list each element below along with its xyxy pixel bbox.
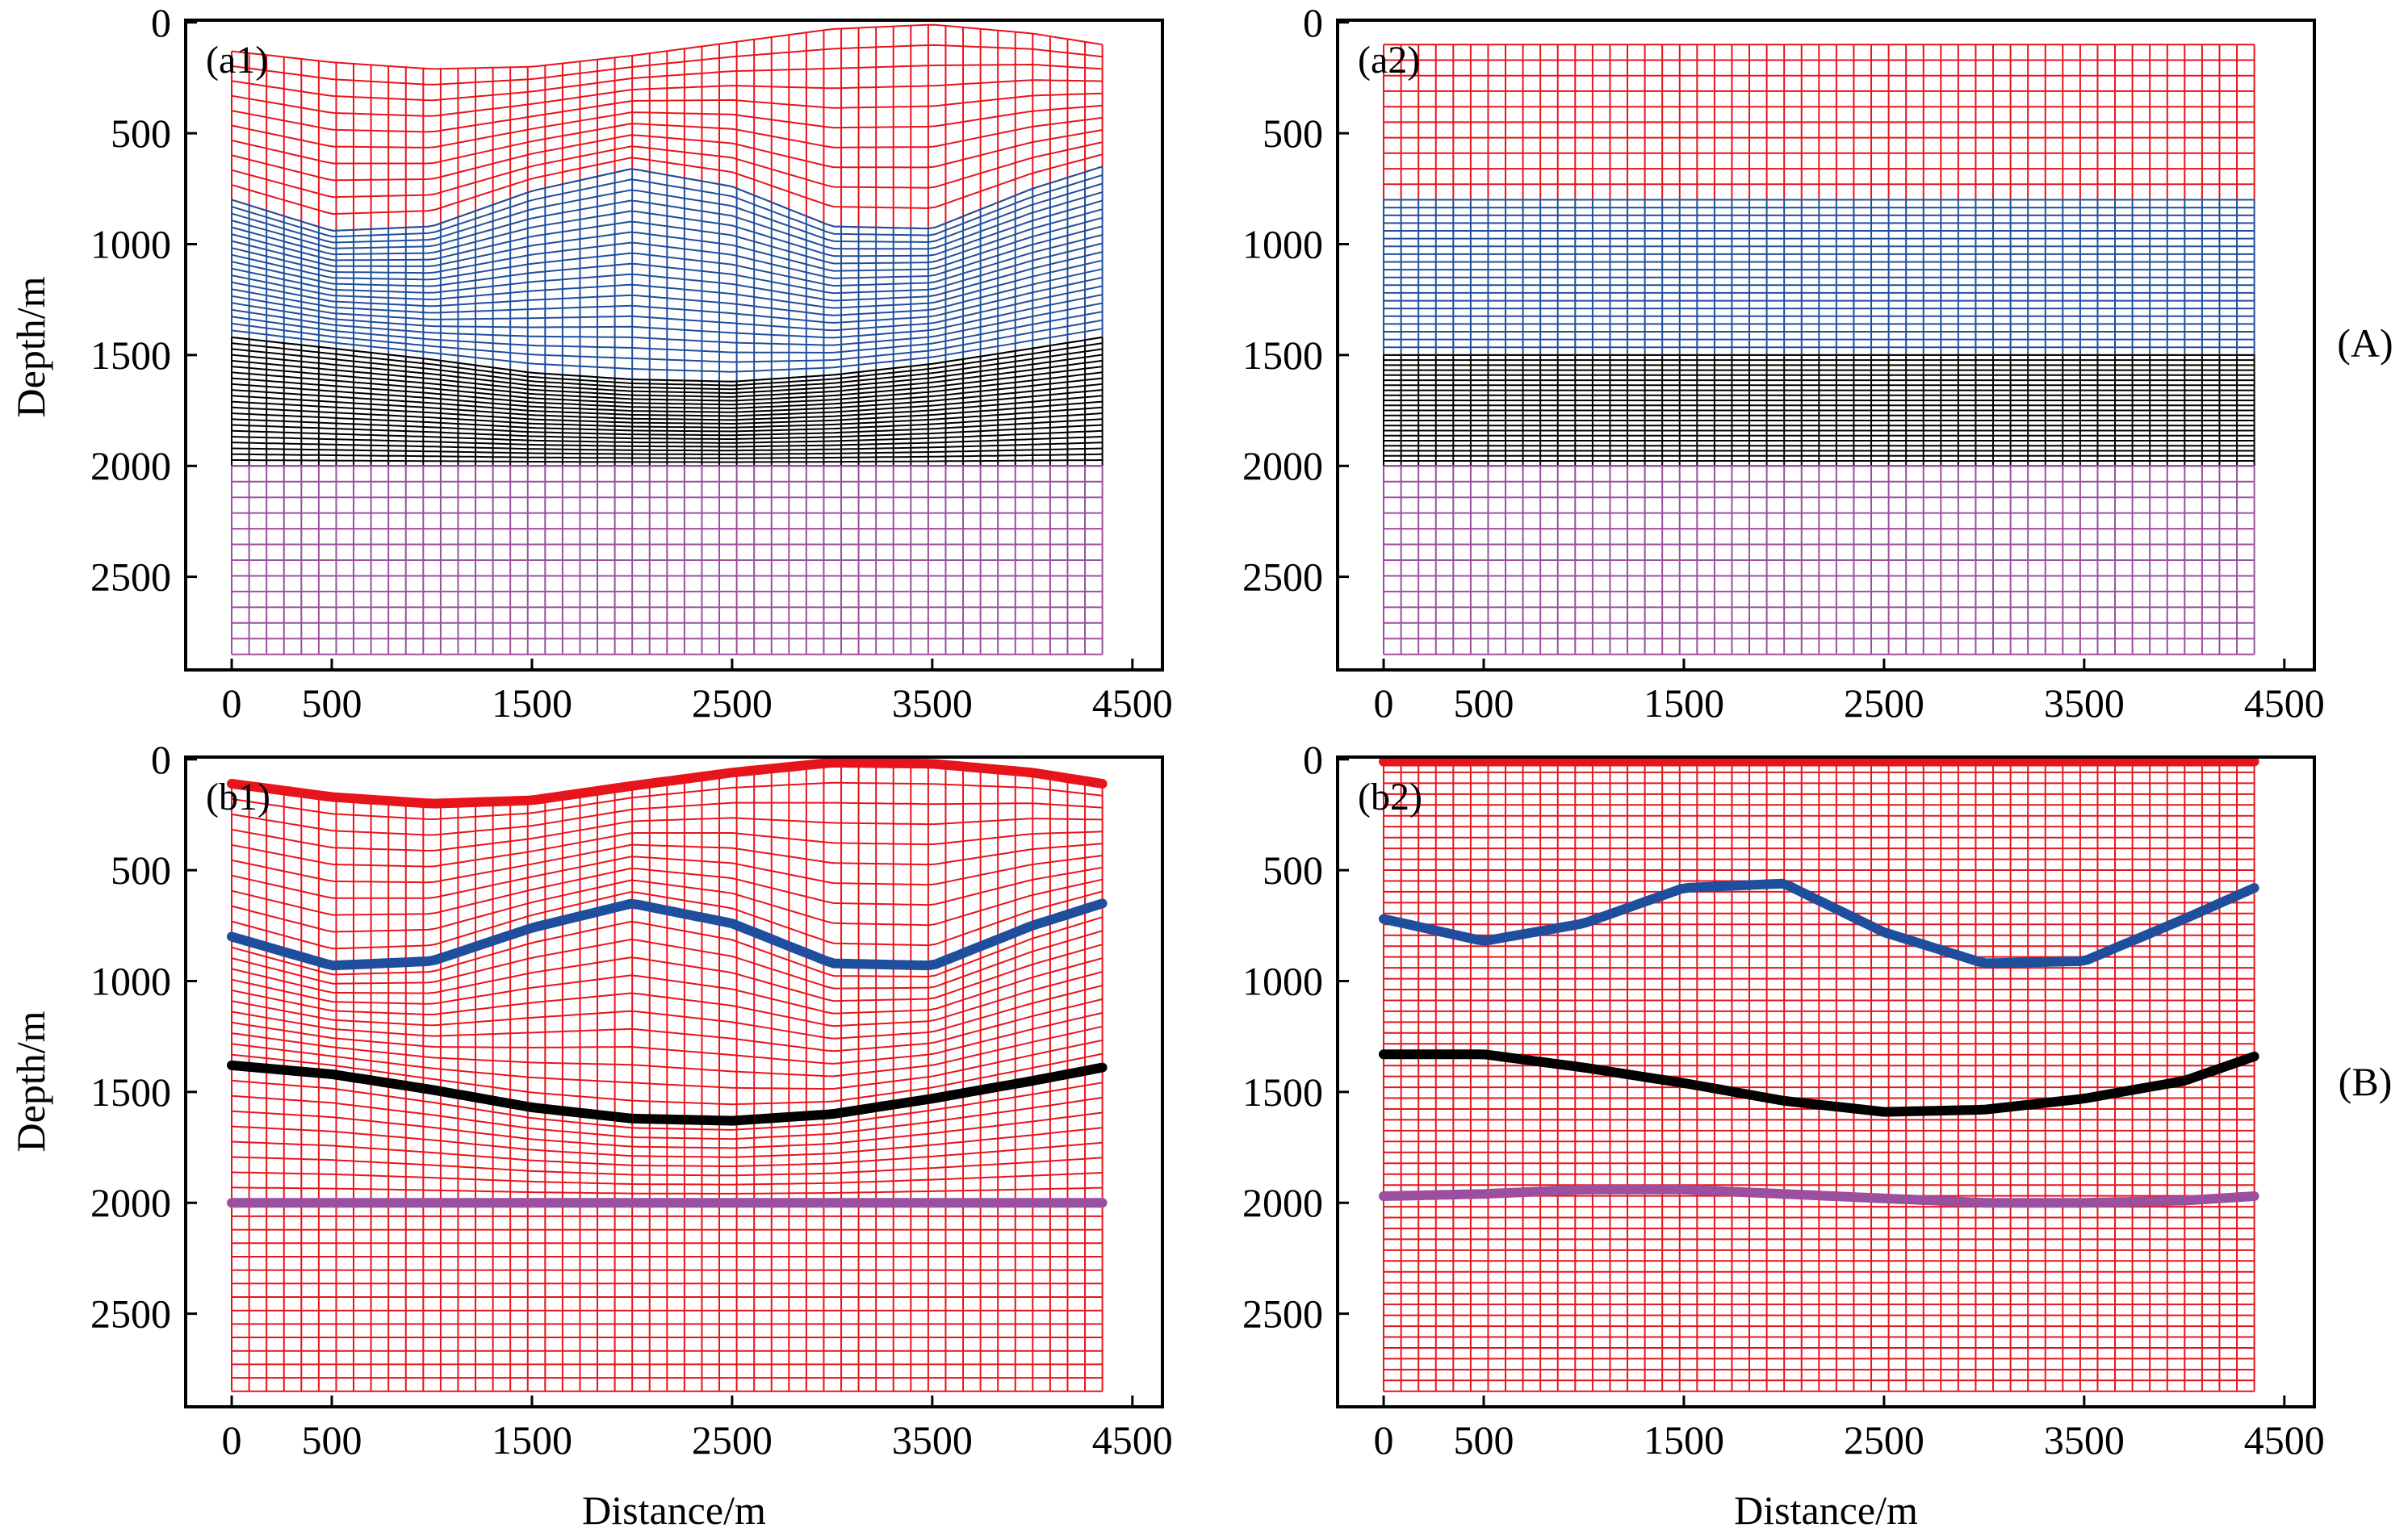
x-tick-label-a2-1: 500 — [1454, 680, 1514, 726]
y-tick-label-b1-5: 2500 — [90, 1291, 171, 1337]
y-tick-label-b2-0: 0 — [1303, 737, 1323, 782]
y-tick-label-b1-4: 2000 — [90, 1180, 171, 1225]
y-tick-label-a2-1: 500 — [1263, 111, 1323, 156]
x-tick-label-b1-0: 0 — [222, 1417, 242, 1463]
panel-label-b2: (b2) — [1358, 776, 1422, 818]
y-tick-label-b1-2: 1000 — [90, 958, 171, 1003]
y-tick-label-a1-5: 2500 — [90, 554, 171, 600]
interface-b2-1 — [1379, 878, 2259, 969]
grid-b2 — [1383, 760, 2255, 1392]
x-axis-title-b2: Distance/m — [1734, 1488, 1918, 1533]
x-ticks-a1: 0 500 1500 2500 3500 4500 — [222, 659, 1173, 726]
panel-a1: 0 500 1500 2500 3500 4500 0 500 1000 1500 2000 250… — [90, 0, 1173, 726]
interface-b2-3 — [1379, 1184, 2259, 1208]
x-tick-label-a1-2: 1500 — [492, 680, 572, 726]
x-tick-label-b1-3: 2500 — [692, 1417, 773, 1463]
x-tick-label-b2-5: 4500 — [2244, 1417, 2325, 1463]
x-tick-label-b1-1: 500 — [302, 1417, 362, 1463]
interface-b2-2 — [1379, 1049, 2259, 1117]
y-tick-label-b1-0: 0 — [151, 737, 171, 782]
x-tick-label-b2-2: 1500 — [1644, 1417, 1724, 1463]
x-tick-label-a1-5: 4500 — [1092, 680, 1173, 726]
panel-label-a2: (a2) — [1358, 39, 1420, 82]
y-tick-label-b2-1: 500 — [1263, 847, 1323, 893]
x-tick-label-b2-4: 3500 — [2044, 1417, 2125, 1463]
y-ticks-b2: 0 500 1000 1500 2000 2500 — [1242, 737, 1349, 1337]
y-tick-label-a1-1: 500 — [111, 111, 171, 156]
grid-a1 — [231, 23, 1103, 655]
x-tick-label-b1-2: 1500 — [492, 1417, 572, 1463]
y-tick-label-b2-3: 1500 — [1242, 1069, 1323, 1115]
x-tick-label-a1-4: 3500 — [892, 680, 973, 726]
y-tick-label-b2-2: 1000 — [1242, 958, 1323, 1003]
x-tick-label-b2-3: 2500 — [1844, 1417, 1924, 1463]
x-ticks-b2: 0 500 1500 2500 3500 4500 — [1374, 1396, 2325, 1463]
x-ticks-a2: 0 500 1500 2500 3500 4500 — [1374, 659, 2325, 726]
y-tick-label-a2-2: 1000 — [1242, 221, 1323, 266]
panel-a2: 0 500 1500 2500 3500 4500 0 500 1000 1500 2000 250… — [1242, 0, 2325, 726]
y-ticks-a2: 0 500 1000 1500 2000 2500 — [1242, 0, 1349, 600]
interface-b1-2 — [227, 1060, 1108, 1126]
y-tick-label-a1-2: 1000 — [90, 221, 171, 266]
y-tick-label-a1-0: 0 — [151, 0, 171, 45]
x-tick-label-a2-0: 0 — [1374, 680, 1394, 726]
x-tick-label-b1-4: 3500 — [892, 1417, 973, 1463]
grid-hline-a1-2-0 — [231, 336, 1103, 383]
panel-b1: 0 500 1500 2500 3500 4500 0 500 1000 1500 2000 250… — [90, 737, 1173, 1463]
x-tick-label-b2-1: 500 — [1454, 1417, 1514, 1463]
x-tick-label-a2-2: 1500 — [1644, 680, 1724, 726]
grid-b1 — [231, 761, 1103, 1392]
grid-a2 — [1383, 44, 2255, 655]
x-tick-label-a1-3: 2500 — [692, 680, 773, 726]
x-tick-label-b2-0: 0 — [1374, 1417, 1394, 1463]
y-tick-label-b2-5: 2500 — [1242, 1291, 1323, 1337]
x-ticks-b1: 0 500 1500 2500 3500 4500 — [222, 1396, 1173, 1463]
plot-frame-b2 — [1336, 755, 2316, 1408]
y-ticks-b1: 0 500 1000 1500 2000 2500 — [90, 737, 197, 1337]
y-tick-label-a1-3: 1500 — [90, 333, 171, 378]
interface-b1-0 — [227, 757, 1108, 809]
y-ticks-a1: 0 500 1000 1500 2000 2500 — [90, 0, 197, 600]
y-tick-label-a2-4: 2000 — [1242, 443, 1323, 488]
panel-label-b1: (b1) — [206, 776, 270, 818]
x-tick-label-a2-4: 3500 — [2044, 680, 2125, 726]
x-tick-label-a1-1: 500 — [302, 680, 362, 726]
plot-frame-a1 — [184, 19, 1164, 672]
y-tick-label-a1-4: 2000 — [90, 443, 171, 488]
x-tick-label-a2-3: 2500 — [1844, 680, 1924, 726]
interfaces-b1 — [227, 757, 1108, 1208]
y-tick-label-a2-3: 1500 — [1242, 333, 1323, 378]
y-tick-label-a2-5: 2500 — [1242, 554, 1323, 600]
row-label-a: (A) — [2337, 320, 2393, 366]
interfaces-b2 — [1379, 756, 2259, 1208]
plot-frame-b1 — [184, 755, 1164, 1408]
x-tick-label-a2-5: 4500 — [2244, 680, 2325, 726]
interface-b1-1 — [227, 898, 1108, 971]
y-axis-title-b1: Depth/m — [8, 1011, 53, 1152]
x-tick-label-a1-0: 0 — [222, 680, 242, 726]
x-tick-label-b1-5: 4500 — [1092, 1417, 1173, 1463]
y-axis-title-a1: Depth/m — [8, 276, 53, 417]
y-tick-label-a2-0: 0 — [1303, 0, 1323, 45]
row-label-b: (B) — [2339, 1059, 2393, 1104]
y-tick-label-b1-1: 500 — [111, 847, 171, 893]
y-tick-label-b2-4: 2000 — [1242, 1180, 1323, 1225]
panel-label-a1: (a1) — [206, 39, 268, 82]
y-tick-label-b1-3: 1500 — [90, 1069, 171, 1115]
x-axis-title-b1: Distance/m — [582, 1488, 766, 1533]
panel-b2: 0 500 1500 2500 3500 4500 0 500 1000 1500 2000 250… — [1242, 737, 2325, 1463]
plot-frame-a2 — [1336, 19, 2316, 672]
